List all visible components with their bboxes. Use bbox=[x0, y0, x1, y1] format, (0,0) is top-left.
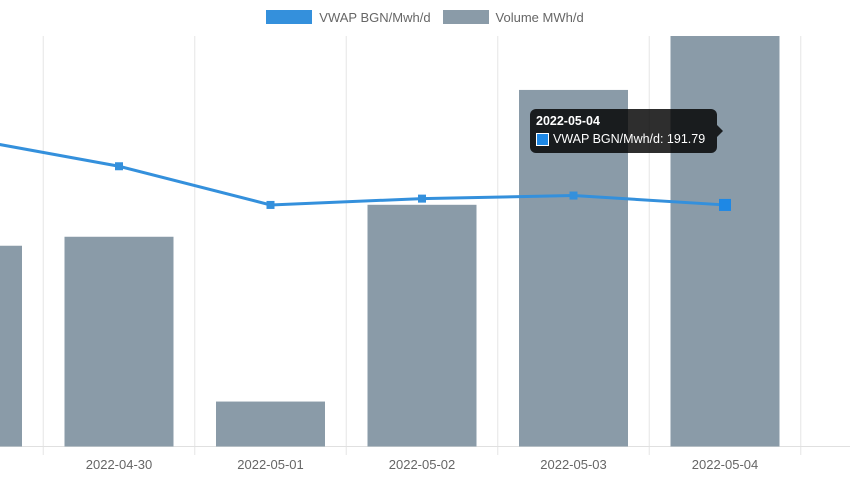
legend-item-volume[interactable]: Volume MWh/d bbox=[442, 9, 584, 25]
x-tick-label: 2022-05-01 bbox=[237, 457, 304, 472]
point-vwap bbox=[719, 198, 731, 211]
point-vwap bbox=[418, 194, 426, 203]
point-vwap bbox=[569, 191, 578, 200]
bar-volume bbox=[216, 401, 325, 447]
bar-volume bbox=[0, 245, 22, 447]
bar-volume bbox=[670, 36, 780, 447]
tooltip-body: VWAP BGN/Mwh/d: 191.79 bbox=[553, 132, 706, 146]
point-vwap bbox=[266, 200, 275, 209]
chart-tooltip: 2022-05-04 VWAP BGN/Mwh/d: 191.79 bbox=[530, 109, 723, 153]
tooltip-color-box bbox=[536, 132, 549, 146]
x-tick-label: 2022-05-02 bbox=[389, 457, 456, 472]
x-tick-label: 2022-05-04 bbox=[692, 457, 759, 472]
tooltip-title: 2022-05-04 bbox=[536, 114, 600, 128]
chart-legend: VWAP BGN/Mwh/d Volume MWh/d bbox=[0, 0, 850, 34]
bar-volume bbox=[367, 204, 477, 447]
legend-swatch-vwap bbox=[266, 10, 313, 24]
bar-volume bbox=[64, 236, 174, 447]
x-tick-label: 2022-05-03 bbox=[540, 457, 607, 472]
line-vwap bbox=[0, 143, 726, 207]
legend-swatch-volume bbox=[442, 10, 489, 24]
tooltip-row: VWAP BGN/Mwh/d: 191.79 bbox=[536, 132, 711, 146]
legend-label-volume: Volume MWh/d bbox=[495, 9, 584, 25]
legend-label-vwap: VWAP BGN/Mwh/d bbox=[319, 9, 431, 25]
x-tick-label: 2022-04-30 bbox=[86, 457, 153, 472]
point-vwap bbox=[115, 162, 123, 171]
legend-item-vwap[interactable]: VWAP BGN/Mwh/d bbox=[266, 9, 431, 25]
